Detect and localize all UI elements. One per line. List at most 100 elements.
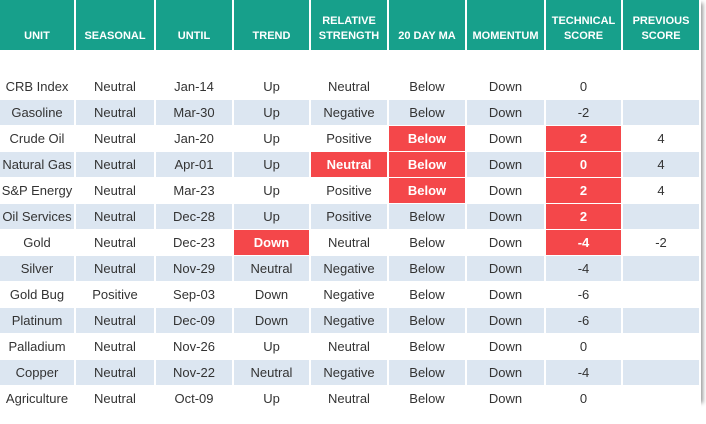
- table-cell: Nov-29: [155, 255, 234, 282]
- unit-cell: Gold: [0, 229, 76, 256]
- table-cell: Neutral: [75, 333, 156, 360]
- table-cell: Up: [233, 203, 311, 230]
- table-cell: Sep-03: [155, 281, 234, 308]
- table-cell: Down: [466, 359, 546, 386]
- table-row: Gasoline Neutral Mar-30 Up Negative Below Down…: [0, 99, 701, 126]
- table-cell: Below: [388, 177, 467, 204]
- table-cell: Down: [466, 50, 546, 100]
- table-cell: 4: [622, 125, 701, 152]
- unit-cell: Platinum: [0, 307, 76, 334]
- table-cell: Neutral: [75, 255, 156, 282]
- table-cell: 0: [545, 385, 623, 412]
- table-cell: Up: [233, 50, 311, 100]
- table-cell: Negative: [310, 307, 389, 334]
- table-cell: [622, 50, 701, 100]
- table-cell: Below: [388, 281, 467, 308]
- signal-table: UNIT SEASONAL UNTIL TREND RELATIVE STRENGTH 2…: [0, 0, 701, 412]
- table-cell: Down: [233, 307, 311, 334]
- table-cell: Down: [233, 281, 311, 308]
- table-cell: Below: [388, 229, 467, 256]
- table-cell: Neutral: [75, 229, 156, 256]
- table-cell: Dec-23: [155, 229, 234, 256]
- table-cell: Down: [233, 229, 311, 256]
- table-cell: [622, 307, 701, 334]
- unit-cell: Crude Oil: [0, 125, 76, 152]
- table-cell: Dec-28: [155, 203, 234, 230]
- table-cell: Down: [466, 385, 546, 412]
- table-cell: [622, 255, 701, 282]
- table-cell: Negative: [310, 359, 389, 386]
- table-cell: Nov-26: [155, 333, 234, 360]
- unit-cell: Gold Bug: [0, 281, 76, 308]
- table-row: Crude Oil Neutral Jan-20 Up Positive Below Dow…: [0, 125, 701, 152]
- table-cell: [622, 359, 701, 386]
- table-cell: Positive: [310, 177, 389, 204]
- table-cell: 0: [545, 151, 623, 178]
- table-cell: Neutral: [75, 177, 156, 204]
- table-cell: -4: [545, 229, 623, 256]
- table-cell: [622, 203, 701, 230]
- table-cell: Neutral: [233, 255, 311, 282]
- table-cell: Down: [466, 99, 546, 126]
- table-cell: Up: [233, 125, 311, 152]
- table-cell: Negative: [310, 99, 389, 126]
- table-cell: 2: [545, 125, 623, 152]
- table-cell: Below: [388, 125, 467, 152]
- table-cell: 0: [545, 50, 623, 100]
- table-container: UNIT SEASONAL UNTIL TREND RELATIVE STRENGTH 2…: [0, 0, 701, 412]
- table-row: Gold Bug Positive Sep-03 Down Negative Below D…: [0, 281, 701, 308]
- table-cell: Neutral: [75, 307, 156, 334]
- table-cell: -2: [622, 229, 701, 256]
- table-body: CRB Index Neutral Jan-14 Up Neutral Below Down…: [0, 50, 701, 412]
- table-cell: Jan-20: [155, 125, 234, 152]
- table-cell: -6: [545, 307, 623, 334]
- table-cell: -6: [545, 281, 623, 308]
- table-cell: Neutral: [75, 99, 156, 126]
- column-header: TECHNICAL SCORE: [545, 0, 623, 50]
- table-cell: Neutral: [310, 333, 389, 360]
- table-cell: Up: [233, 333, 311, 360]
- table-row: Palladium Neutral Nov-26 Up Neutral Below Down…: [0, 333, 701, 360]
- table-cell: Below: [388, 99, 467, 126]
- unit-cell: CRB Index: [0, 50, 76, 100]
- table-cell: Below: [388, 359, 467, 386]
- table-cell: Below: [388, 385, 467, 412]
- table-row: Platinum Neutral Dec-09 Down Negative Below Do…: [0, 307, 701, 334]
- table-cell: Apr-01: [155, 151, 234, 178]
- column-header: SEASONAL: [75, 0, 156, 50]
- header-row: UNIT SEASONAL UNTIL TREND RELATIVE STRENGTH 2…: [0, 0, 701, 50]
- unit-cell: Palladium: [0, 333, 76, 360]
- table-cell: Down: [466, 229, 546, 256]
- table-cell: Below: [388, 307, 467, 334]
- table-cell: Down: [466, 125, 546, 152]
- table-row: Natural Gas Neutral Apr-01 Up Neutral Below Do…: [0, 151, 701, 178]
- table-cell: [622, 333, 701, 360]
- table-cell: Down: [466, 177, 546, 204]
- table-cell: Up: [233, 99, 311, 126]
- column-header: UNTIL: [155, 0, 234, 50]
- table-row: Agriculture Neutral Oct-09 Up Neutral Below Do…: [0, 385, 701, 412]
- table-cell: 2: [545, 177, 623, 204]
- table-cell: Up: [233, 177, 311, 204]
- table-cell: Neutral: [75, 385, 156, 412]
- table-cell: Below: [388, 255, 467, 282]
- table-cell: -2: [545, 99, 623, 126]
- table-cell: Neutral: [310, 151, 389, 178]
- table-cell: Positive: [310, 125, 389, 152]
- table-cell: Neutral: [75, 125, 156, 152]
- table-cell: Negative: [310, 255, 389, 282]
- table-cell: Neutral: [75, 50, 156, 100]
- table-cell: Neutral: [75, 151, 156, 178]
- table-cell: Positive: [75, 281, 156, 308]
- table-cell: Below: [388, 333, 467, 360]
- table-cell: Mar-23: [155, 177, 234, 204]
- table-cell: Neutral: [75, 203, 156, 230]
- table-cell: -4: [545, 255, 623, 282]
- unit-cell: Gasoline: [0, 99, 76, 126]
- table-cell: Neutral: [310, 229, 389, 256]
- unit-cell: S&P Energy: [0, 177, 76, 204]
- table-cell: Down: [466, 307, 546, 334]
- table-row: Oil Services Neutral Dec-28 Up Positive Below…: [0, 203, 701, 230]
- column-header: TREND: [233, 0, 311, 50]
